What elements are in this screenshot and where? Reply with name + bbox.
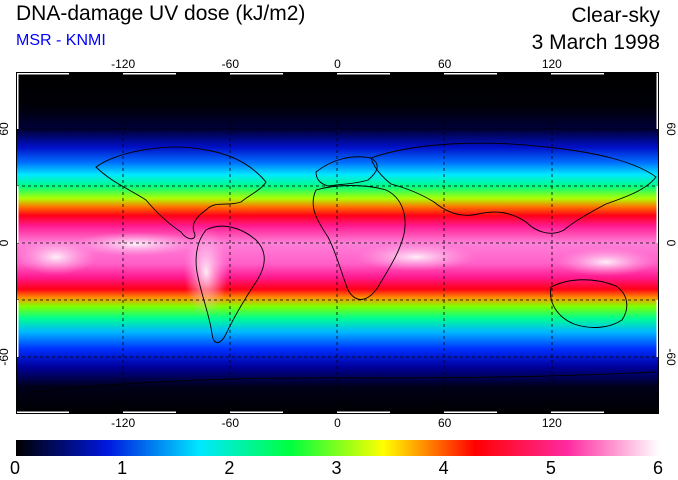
map-info: Clear-sky 3 March 1998 (532, 2, 660, 56)
antarctica-coast (35, 371, 657, 393)
map-source: MSR - KNMI (16, 32, 106, 49)
lon-tick-label-top: 60 (438, 57, 452, 71)
lat-tick-label-left: 0 (0, 239, 11, 246)
lat-tick-label-left: -60 (0, 348, 11, 366)
lat-ticks: 60 60 0 0 -60 -60 (0, 122, 678, 366)
bright-patch (556, 248, 656, 276)
map-title: DNA-damage UV dose (kJ/m2) (16, 2, 306, 25)
lat-tick-label-right: 0 (664, 240, 678, 247)
colorbar-label: 5 (545, 458, 556, 478)
lon-tick-label-top: -120 (111, 57, 135, 71)
lat-tick-label-right: -60 (664, 348, 678, 366)
map-border (16, 72, 659, 414)
colorbar-label: 0 (10, 458, 21, 478)
bright-patch (184, 227, 228, 317)
lon-ticks-bottom: -120 -60 0 60 120 (111, 416, 562, 430)
asia-coast (370, 142, 657, 234)
lon-ticks-top: -120 -60 0 60 120 (111, 57, 562, 71)
lon-tick-label-bottom: -120 (111, 416, 135, 430)
bright-patch (76, 232, 196, 256)
africa-coast (312, 185, 406, 300)
gridlines (16, 72, 659, 414)
australia-coast (550, 279, 628, 328)
lon-tick-label-top: 120 (542, 57, 562, 71)
lon-tick-label-bottom: 120 (542, 416, 562, 430)
colorbar-label: 2 (224, 458, 235, 478)
colorbar-label: 1 (117, 458, 128, 478)
colorbar-label: 6 (653, 458, 664, 478)
north-america-coast (95, 146, 267, 240)
bright-patch (16, 239, 96, 275)
date-label: 3 March 1998 (531, 31, 660, 54)
colorbar (16, 440, 659, 456)
lon-tick-label-bottom: 0 (334, 416, 341, 430)
lat-tick-label-left: 60 (0, 122, 11, 136)
condition-label: Clear-sky (571, 4, 660, 27)
colorbar-label: 4 (438, 458, 449, 478)
lon-tick-label-bottom: 60 (438, 416, 452, 430)
lon-tick-label-top: 0 (334, 57, 341, 71)
south-america-coast (195, 225, 265, 344)
map-svg: -120 -60 0 60 120 -120 -60 0 60 120 60 60 0 0 -60 -60 (0, 57, 678, 430)
coastlines (35, 142, 657, 393)
europe-coast (315, 156, 378, 187)
lon-tick-label-top: -60 (222, 57, 240, 71)
colorbar-label: 3 (331, 458, 342, 478)
lon-tick-label-bottom: -60 (222, 416, 240, 430)
bright-patch (356, 243, 476, 271)
lat-tick-label-right: 60 (664, 122, 678, 136)
uv-dose-map: -120 -60 0 60 120 -120 -60 0 60 120 60 60 0 0 -60 -60 (0, 57, 678, 430)
